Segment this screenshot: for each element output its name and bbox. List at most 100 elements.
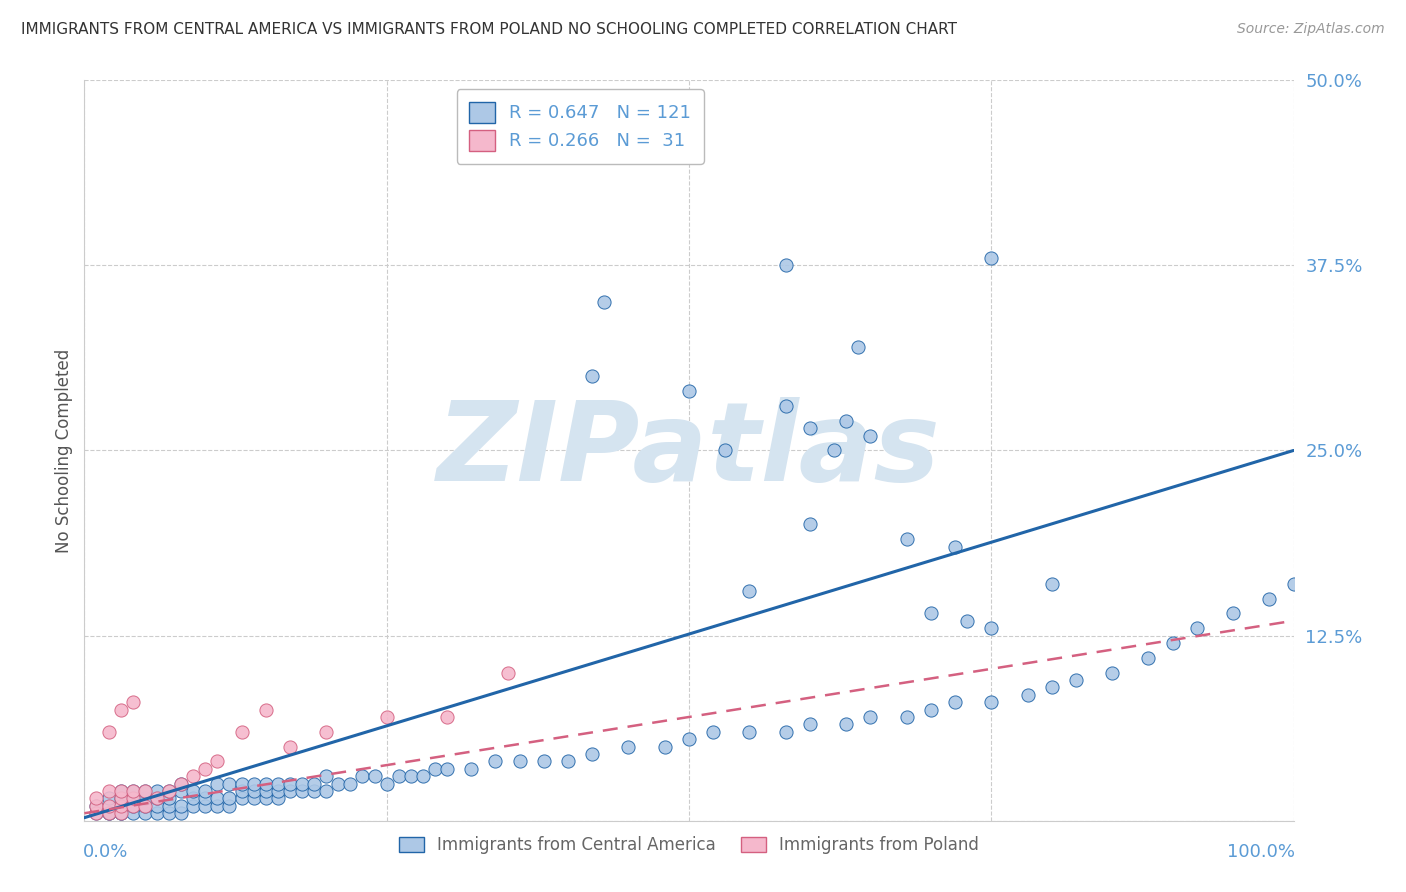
Point <box>97 806 120 821</box>
Point <box>218 798 240 813</box>
Point <box>557 755 579 769</box>
Point <box>254 791 277 805</box>
Point <box>302 784 325 798</box>
Point <box>194 762 217 776</box>
Point <box>315 769 337 783</box>
Point <box>231 784 253 798</box>
Point <box>86 806 108 821</box>
Point <box>920 703 942 717</box>
Point <box>146 791 169 805</box>
Point <box>267 776 290 791</box>
Point <box>181 791 204 805</box>
Point <box>896 710 918 724</box>
Point <box>1017 688 1039 702</box>
Point <box>110 784 132 798</box>
Point <box>110 806 132 821</box>
Point <box>509 755 531 769</box>
Point <box>1185 621 1208 635</box>
Text: IMMIGRANTS FROM CENTRAL AMERICA VS IMMIGRANTS FROM POLAND NO SCHOOLING COMPLETED: IMMIGRANTS FROM CENTRAL AMERICA VS IMMIG… <box>21 22 957 37</box>
Point <box>267 784 290 798</box>
Point <box>775 259 797 273</box>
Point <box>207 776 229 791</box>
Point <box>157 798 180 813</box>
Point <box>799 421 821 435</box>
Point <box>97 791 120 805</box>
Y-axis label: No Schooling Completed: No Schooling Completed <box>55 349 73 552</box>
Point <box>496 665 519 680</box>
Point <box>315 784 337 798</box>
Point <box>702 724 724 739</box>
Point <box>436 710 458 724</box>
Point <box>121 806 143 821</box>
Point <box>1040 576 1063 591</box>
Point <box>134 806 156 821</box>
Point <box>278 784 301 798</box>
Point <box>218 791 240 805</box>
Point <box>110 791 132 805</box>
Point <box>121 791 143 805</box>
Point <box>775 399 797 413</box>
Point <box>86 791 108 805</box>
Point <box>835 717 858 731</box>
Point <box>339 776 361 791</box>
Point <box>1222 607 1244 621</box>
Point <box>943 695 966 709</box>
Point <box>110 791 132 805</box>
Point <box>207 798 229 813</box>
Point <box>1101 665 1123 680</box>
Point <box>291 776 314 791</box>
Point <box>170 806 193 821</box>
Point <box>194 791 217 805</box>
Point <box>86 806 108 821</box>
Point <box>352 769 374 783</box>
Text: ZIPatlas: ZIPatlas <box>437 397 941 504</box>
Point <box>121 791 143 805</box>
Point <box>157 784 180 798</box>
Point <box>170 784 193 798</box>
Point <box>86 798 108 813</box>
Point <box>1064 673 1087 687</box>
Point <box>846 340 869 354</box>
Point <box>859 428 882 442</box>
Point <box>157 784 180 798</box>
Point <box>388 769 411 783</box>
Point <box>121 798 143 813</box>
Point <box>146 784 169 798</box>
Point <box>231 791 253 805</box>
Point <box>581 747 603 761</box>
Point <box>1258 591 1281 606</box>
Point <box>146 798 169 813</box>
Point <box>254 784 277 798</box>
Point <box>170 776 193 791</box>
Point <box>97 798 120 813</box>
Point <box>181 798 204 813</box>
Point <box>375 710 398 724</box>
Point <box>86 798 108 813</box>
Point <box>207 791 229 805</box>
Point <box>302 776 325 791</box>
Text: 100.0%: 100.0% <box>1226 843 1295 861</box>
Point <box>291 784 314 798</box>
Point <box>799 517 821 532</box>
Point <box>980 621 1002 635</box>
Point <box>956 614 979 628</box>
Point <box>97 784 120 798</box>
Point <box>920 607 942 621</box>
Point <box>121 784 143 798</box>
Point <box>943 540 966 554</box>
Point <box>134 784 156 798</box>
Point <box>654 739 676 754</box>
Point <box>423 762 446 776</box>
Point <box>207 755 229 769</box>
Legend: Immigrants from Central America, Immigrants from Poland: Immigrants from Central America, Immigra… <box>392 829 986 861</box>
Point <box>97 798 120 813</box>
Point <box>484 755 506 769</box>
Point <box>134 791 156 805</box>
Point <box>242 784 264 798</box>
Point <box>399 769 422 783</box>
Point <box>146 806 169 821</box>
Point <box>581 369 603 384</box>
Point <box>218 776 240 791</box>
Point <box>799 717 821 731</box>
Point <box>533 755 555 769</box>
